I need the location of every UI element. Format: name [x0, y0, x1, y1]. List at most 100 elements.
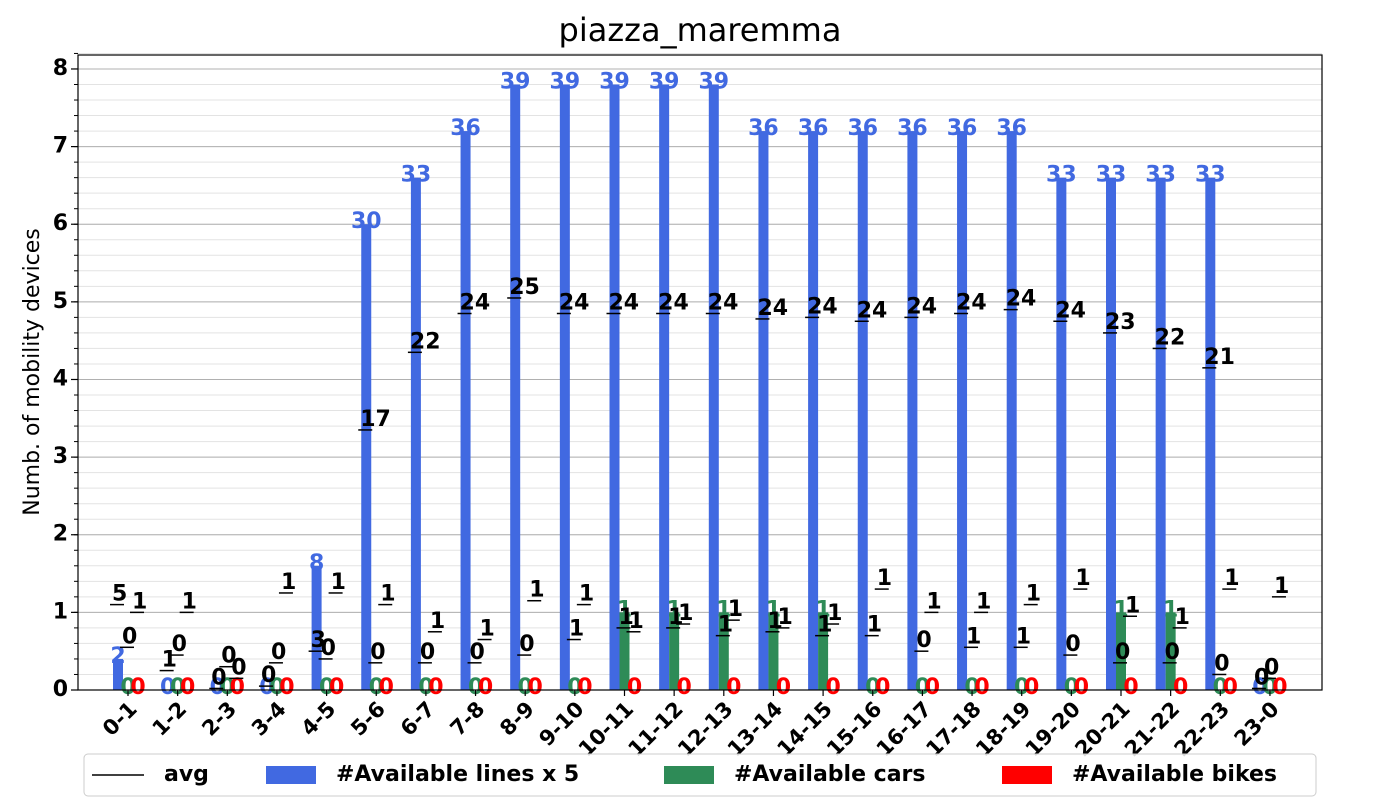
- legend-swatch: [266, 766, 316, 784]
- data-label: 1: [766, 597, 781, 622]
- x-tick-label: 3-4: [247, 697, 291, 741]
- avg-label: 1: [728, 597, 743, 622]
- bar: [510, 84, 521, 690]
- avg-label: 1: [182, 589, 197, 614]
- avg-label: 1: [162, 648, 177, 673]
- x-tick-label: 0-1: [98, 697, 142, 741]
- avg-label: 0: [231, 655, 246, 680]
- x-tick-label: 1-2: [148, 697, 192, 741]
- y-tick-label: 0: [53, 677, 68, 702]
- x-tick-label: 12-13: [673, 697, 737, 761]
- avg-label: 17: [360, 407, 391, 432]
- x-tick-label: 8-9: [495, 697, 539, 741]
- data-label: 36: [847, 116, 878, 141]
- y-tick-label: 7: [53, 134, 68, 159]
- data-label: 0: [1173, 675, 1188, 700]
- data-label: 0: [130, 675, 145, 700]
- bar: [1056, 177, 1067, 690]
- bar: [857, 131, 868, 690]
- avg-label: 0: [321, 636, 336, 661]
- y-tick-label: 2: [53, 522, 68, 547]
- avg-label: 1: [867, 613, 882, 638]
- avg-label: 1: [1026, 582, 1041, 607]
- data-label: 0: [329, 675, 344, 700]
- data-label: 0: [418, 675, 433, 700]
- bar: [619, 612, 630, 690]
- avg-label: 1: [976, 589, 991, 614]
- avg-label: 1: [926, 589, 941, 614]
- bar: [1006, 131, 1017, 690]
- data-label: 39: [698, 69, 729, 94]
- avg-label: 1: [380, 582, 395, 607]
- avg-label: 1: [718, 613, 733, 638]
- data-label: 0: [160, 675, 175, 700]
- data-label: 39: [500, 69, 531, 94]
- legend-label: avg: [164, 762, 209, 787]
- data-label: 0: [369, 675, 384, 700]
- legend-label: #Available cars: [734, 762, 926, 787]
- avg-label: 1: [281, 570, 296, 595]
- data-label: 0: [1213, 675, 1228, 700]
- avg-label: 1: [331, 570, 346, 595]
- data-label: 33: [1195, 163, 1226, 188]
- data-label: 0: [518, 675, 533, 700]
- bar: [758, 131, 769, 690]
- bar: [311, 565, 322, 690]
- x-tick-label: 10-11: [574, 697, 638, 761]
- data-label: 0: [319, 675, 334, 700]
- data-label: 33: [1096, 163, 1127, 188]
- bar: [410, 177, 421, 690]
- data-label: 0: [627, 675, 642, 700]
- y-tick-label: 3: [53, 444, 68, 469]
- avg-label: 21: [1204, 345, 1235, 370]
- data-label: 0: [259, 675, 274, 700]
- avg-label: 1: [1274, 574, 1289, 599]
- avg-label: 0: [122, 624, 137, 649]
- avg-label: 0: [420, 640, 435, 665]
- avg-label: 3: [311, 628, 326, 653]
- data-label: 36: [947, 116, 978, 141]
- avg-label: 24: [807, 294, 838, 319]
- legend-label: #Available bikes: [1072, 762, 1277, 787]
- avg-label: 0: [1165, 640, 1180, 665]
- avg-label: 0: [1264, 655, 1279, 680]
- data-label: 0: [974, 675, 989, 700]
- avg-label: 1: [1125, 593, 1140, 618]
- x-tick-label: 4-5: [297, 697, 341, 741]
- y-tick-label: 4: [53, 366, 68, 391]
- data-label: 0: [567, 675, 582, 700]
- avg-label: 5: [112, 582, 127, 607]
- data-label: 0: [468, 675, 483, 700]
- data-label: 0: [528, 675, 543, 700]
- bar: [113, 658, 123, 690]
- data-label: 0: [1262, 675, 1277, 700]
- avg-label: 24: [956, 291, 987, 316]
- avg-label: 24: [1055, 298, 1086, 323]
- y-tick-label: 6: [53, 211, 68, 236]
- avg-label: 22: [1155, 325, 1186, 350]
- legend: avg #Available lines x 5 #Available cars #A…: [83, 753, 1317, 797]
- avg-label: 1: [629, 609, 644, 634]
- data-label: 1: [617, 597, 632, 622]
- avg-label: 24: [757, 296, 788, 321]
- data-label: 0: [964, 675, 979, 700]
- avg-label: 1: [619, 605, 634, 630]
- data-label: 0: [925, 675, 940, 700]
- legend-swatch: [1002, 766, 1052, 784]
- data-label: 0: [1024, 675, 1039, 700]
- bar: [1155, 177, 1166, 690]
- data-label: 0: [776, 675, 791, 700]
- avg-label: 1: [877, 566, 892, 591]
- data-label: 39: [550, 69, 581, 94]
- data-label: 30: [351, 209, 382, 234]
- x-tick-label: 5-6: [346, 697, 390, 741]
- data-label: 2: [110, 644, 125, 669]
- x-tick-label: 14-15: [772, 697, 836, 761]
- x-tick-label: 2-3: [197, 697, 241, 741]
- bar: [1106, 177, 1116, 690]
- data-label: 8: [309, 551, 324, 576]
- data-label: 0: [210, 675, 225, 700]
- bar: [609, 84, 620, 690]
